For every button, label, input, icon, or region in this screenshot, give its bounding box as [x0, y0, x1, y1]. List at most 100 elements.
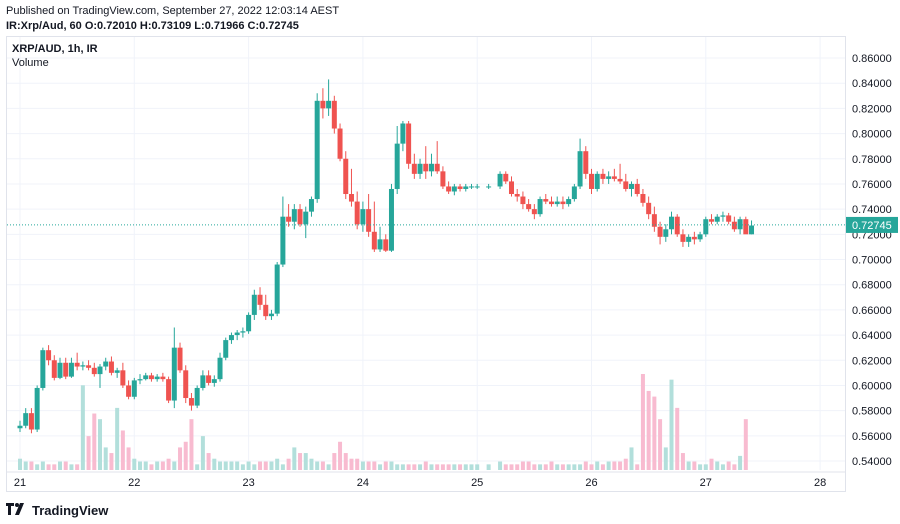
volume-bar [400, 464, 405, 470]
candle-body [606, 176, 612, 179]
volume-bar [212, 458, 217, 470]
x-tick-label: 27 [700, 477, 712, 489]
volume-bar [720, 464, 725, 470]
volume-bar [515, 464, 520, 470]
candle-body [280, 216, 286, 265]
volume-bar [583, 461, 588, 470]
volume-bar [715, 461, 720, 470]
candle-body [440, 171, 446, 187]
candle-body [120, 370, 126, 386]
volume-bar [606, 461, 611, 470]
candle-body [514, 194, 520, 197]
candle-body [731, 221, 737, 230]
candle-body [183, 370, 189, 399]
candle-body [291, 209, 297, 222]
volume-bar [35, 464, 40, 470]
candle-body [211, 379, 217, 383]
candle-body [354, 201, 360, 225]
candle-body [194, 387, 200, 406]
tradingview-brand: TradingView [32, 503, 109, 518]
volume-bar [623, 458, 628, 470]
chart-frame[interactable] [6, 36, 846, 492]
volume-bar [498, 461, 503, 470]
candle-body [406, 123, 412, 164]
candle-body [651, 214, 657, 227]
candle-body [86, 365, 92, 368]
volume-bar [292, 447, 297, 470]
candle-body [566, 199, 572, 205]
volume-bar [440, 464, 445, 470]
volume-bar [172, 461, 177, 470]
candle-body [68, 362, 74, 377]
candle-body [691, 236, 697, 240]
candle-body [686, 236, 692, 242]
candle-body [383, 239, 389, 251]
candle-body [148, 375, 154, 380]
volume-bar [680, 453, 685, 470]
candle-body [34, 387, 40, 430]
volume-bar [223, 461, 228, 470]
candle-body [623, 181, 629, 189]
candle-body [594, 173, 600, 189]
volume-bar [355, 458, 360, 470]
x-tick-label: 21 [14, 477, 26, 489]
volume-bar [58, 461, 63, 470]
volume-bar [155, 461, 160, 470]
candle-body [663, 229, 669, 237]
volume-bar [18, 458, 22, 470]
volume-bar [263, 461, 268, 470]
candle-body [709, 219, 715, 222]
candle-body [508, 181, 514, 195]
y-tick-label: 0.68000 [852, 280, 892, 292]
volume-bar [429, 464, 434, 470]
candle-body [583, 151, 589, 174]
volume-bar [709, 458, 714, 470]
volume-bar [303, 453, 308, 470]
candle-body [360, 209, 366, 225]
y-tick-label: 0.78000 [852, 154, 892, 166]
y-tick-label: 0.56000 [852, 431, 892, 443]
candle-body [640, 194, 646, 203]
candle-body [74, 362, 80, 367]
candle-body [114, 370, 120, 373]
candle-body [468, 186, 474, 188]
last-price-tag [846, 216, 898, 233]
volume-bar [543, 464, 548, 470]
candle-body [554, 201, 560, 205]
volume-bar [23, 461, 28, 470]
volume-bar [229, 461, 234, 470]
candle-body [46, 350, 52, 361]
volume-bar [692, 461, 697, 470]
y-tick-label: 0.76000 [852, 179, 892, 191]
y-tick-label: 0.58000 [852, 406, 892, 418]
candle-body [188, 398, 194, 406]
volume-bar [138, 461, 143, 470]
candle-body [103, 361, 109, 367]
tradingview-footer[interactable]: TradingView [6, 503, 108, 518]
candle-body [228, 335, 234, 341]
candle-body [617, 178, 623, 182]
y-tick-label: 0.70000 [852, 255, 892, 267]
volume-bar [578, 464, 583, 470]
volume-bar [600, 464, 605, 470]
candle-body [143, 375, 149, 380]
volume-bar [395, 464, 400, 470]
candle-body [537, 199, 543, 215]
candle-body [263, 304, 269, 317]
candle-body [171, 347, 177, 401]
volume-bar [549, 461, 554, 470]
candle-body [674, 216, 680, 235]
candle-body [286, 216, 292, 222]
volume-bar [378, 464, 383, 470]
candle-body [97, 366, 103, 375]
y-tick-label: 0.80000 [852, 129, 892, 141]
candle-body [200, 375, 206, 388]
candle-body [611, 176, 617, 179]
candle-body [526, 204, 532, 210]
volume-bar [69, 464, 74, 470]
volume-bar [160, 461, 165, 470]
y-tick-label: 0.62000 [852, 355, 892, 367]
volume-bar [532, 464, 537, 470]
candle-body [411, 163, 417, 174]
